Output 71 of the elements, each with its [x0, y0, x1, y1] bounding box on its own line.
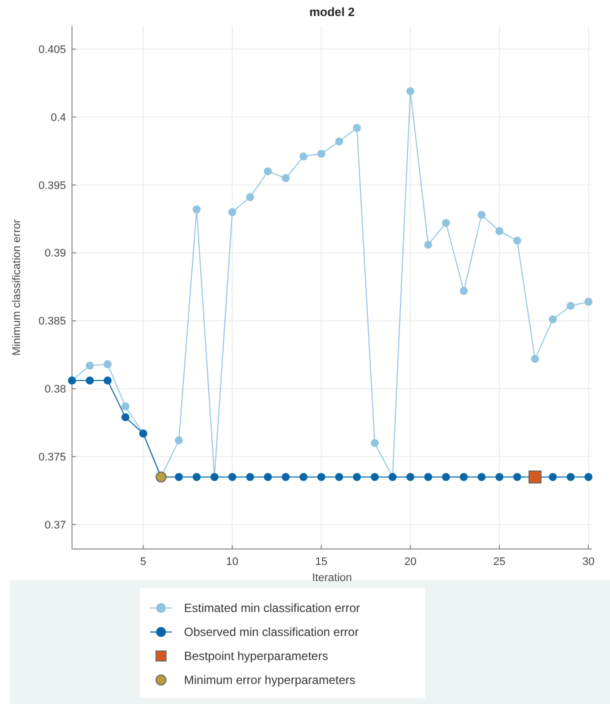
x-tick-label: 20 [404, 556, 416, 568]
point [317, 473, 326, 482]
point [584, 473, 592, 482]
point [86, 376, 94, 385]
x-tick-label: 5 [140, 556, 146, 568]
point [228, 208, 236, 216]
point [460, 473, 468, 482]
point [424, 473, 432, 482]
point [460, 286, 468, 295]
point [121, 413, 130, 422]
legend-label: Bestpoint hyperparameters [184, 649, 328, 664]
x-axis-title: Iteration [312, 572, 352, 584]
point [352, 473, 361, 482]
x-tick-label: 25 [493, 556, 506, 568]
point [282, 174, 290, 182]
point [335, 137, 344, 146]
point [513, 473, 522, 482]
y-tick-label: 0.39 [44, 248, 66, 260]
point [370, 473, 379, 482]
point [424, 240, 432, 249]
point [442, 218, 450, 227]
point [478, 473, 486, 482]
y-tick-label: 0.4 [50, 112, 66, 124]
legend-label: Observed min classification error [184, 625, 359, 640]
y-axis-title: Minimum classification error [11, 219, 23, 356]
legend-label: Minimum error hyperparameters [184, 673, 356, 688]
point [370, 439, 379, 448]
point [246, 473, 254, 482]
x-tick-label: 10 [226, 556, 238, 568]
y-tick-label: 0.38 [44, 384, 66, 396]
point [548, 473, 557, 482]
y-tick-label: 0.37 [44, 519, 66, 532]
point [478, 210, 486, 219]
point [104, 376, 112, 385]
point [566, 473, 575, 482]
point [104, 360, 112, 368]
chart-title: model 2 [309, 5, 355, 19]
point [228, 473, 236, 482]
point [335, 473, 344, 482]
point [495, 227, 504, 236]
point [317, 150, 326, 158]
point [264, 473, 272, 482]
point [246, 193, 254, 202]
point [566, 302, 575, 310]
point [442, 473, 450, 482]
point [300, 473, 308, 482]
point [495, 473, 504, 482]
legend-label: Estimated min classification error [184, 601, 360, 616]
point [282, 473, 290, 482]
point [192, 473, 201, 482]
point [584, 298, 592, 306]
y-tick-label: 0.375 [38, 451, 66, 464]
y-tick-label: 0.385 [38, 316, 66, 328]
point [86, 362, 94, 370]
y-tick-label: 0.395 [38, 180, 66, 192]
point [406, 87, 414, 96]
point [300, 152, 308, 160]
point [121, 402, 130, 410]
point [528, 470, 542, 484]
point [192, 205, 201, 214]
x-tick-label: 30 [582, 556, 595, 568]
point [264, 167, 272, 176]
y-tick-label: 0.405 [38, 44, 66, 56]
point [548, 315, 557, 324]
x-tick-label: 15 [315, 556, 328, 568]
point [406, 473, 414, 482]
point [531, 354, 540, 363]
point [174, 436, 183, 444]
point [352, 124, 361, 132]
point [174, 473, 183, 482]
point [513, 236, 522, 245]
